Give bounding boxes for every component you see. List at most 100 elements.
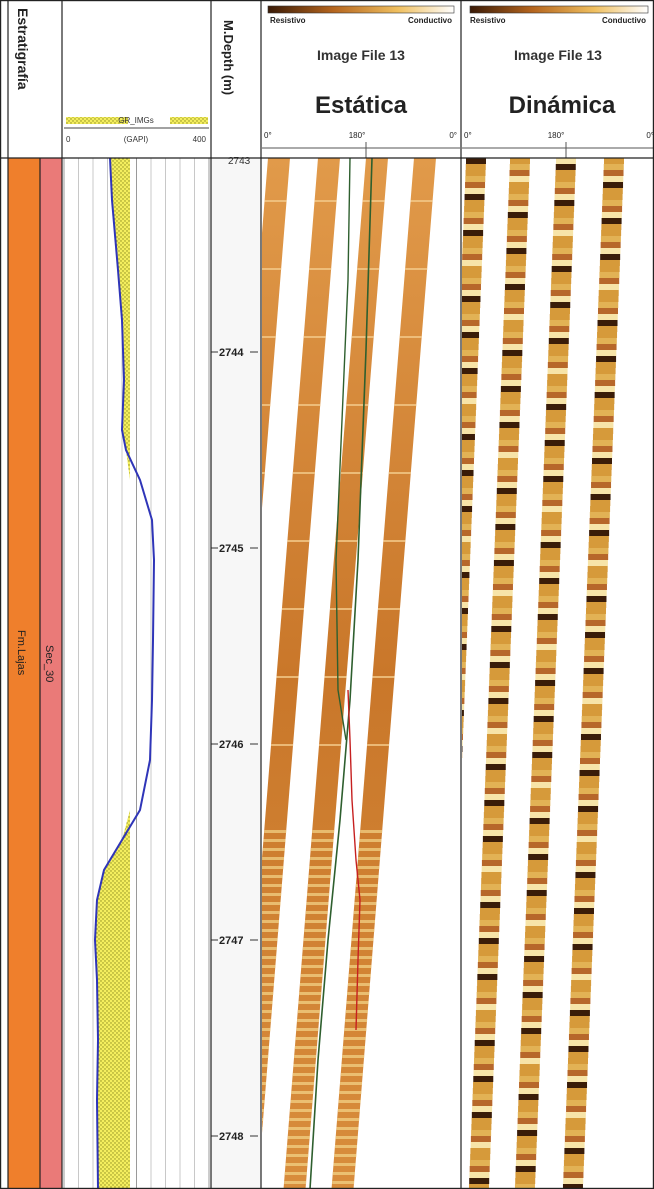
static-texture bbox=[358, 857, 381, 860]
static-texture bbox=[262, 1064, 268, 1067]
dynamic-texture bbox=[488, 686, 509, 692]
dynamic-texture bbox=[489, 668, 510, 674]
dynamic-texture bbox=[462, 296, 481, 302]
static-texture bbox=[262, 1055, 269, 1058]
static-texture bbox=[340, 472, 363, 474]
dynamic-texture bbox=[529, 818, 550, 824]
dynamic-texture bbox=[522, 1004, 543, 1010]
dynamic-texture bbox=[534, 686, 555, 692]
dynamic-texture bbox=[597, 326, 618, 332]
dynamic-texture bbox=[520, 1058, 540, 1064]
dynamic-texture bbox=[592, 440, 613, 446]
dynamic-texture bbox=[578, 800, 599, 806]
dynamic-texture bbox=[530, 806, 551, 812]
dynamic-texture bbox=[525, 920, 546, 926]
dynamic-texture bbox=[572, 944, 593, 950]
dynamic-texture bbox=[536, 650, 557, 656]
dynamic-texture bbox=[527, 866, 548, 872]
dynamic-texture bbox=[579, 776, 600, 782]
static-texture bbox=[262, 1091, 266, 1094]
dynamic-texture bbox=[576, 854, 597, 860]
dynamic-texture bbox=[542, 506, 563, 512]
dynamic-texture bbox=[535, 668, 556, 674]
static-texture bbox=[336, 1127, 359, 1130]
dynamic-texture bbox=[583, 668, 604, 674]
dynamic-texture bbox=[524, 944, 545, 950]
dynamic-scale-mid: 180° bbox=[548, 131, 565, 140]
static-texture bbox=[299, 992, 322, 995]
dynamic-texture bbox=[588, 536, 609, 542]
dynamic-texture bbox=[555, 170, 576, 176]
dynamic-texture bbox=[556, 158, 576, 164]
dynamic-texture bbox=[517, 1118, 538, 1124]
dynamic-texture bbox=[575, 866, 596, 872]
dynamic-texture bbox=[462, 716, 464, 722]
dynamic-texture bbox=[462, 602, 469, 608]
dynamic-texture bbox=[581, 710, 602, 716]
dynamic-texture bbox=[575, 872, 596, 878]
dynamic-texture bbox=[462, 740, 463, 746]
gr-curve-name: GR_IMGs bbox=[118, 116, 154, 125]
dynamic-texture bbox=[469, 1178, 490, 1184]
static-texture bbox=[262, 1010, 272, 1013]
dynamic-texture bbox=[474, 1052, 495, 1058]
dynamic-texture bbox=[584, 638, 605, 644]
dynamic-texture bbox=[536, 644, 557, 650]
dynamic-texture bbox=[481, 866, 502, 872]
dynamic-bar-left-label: Resistivo bbox=[470, 16, 506, 25]
dynamic-texture bbox=[505, 266, 526, 272]
static-texture bbox=[262, 1037, 270, 1040]
dynamic-texture bbox=[596, 338, 617, 344]
dynamic-texture bbox=[491, 620, 512, 626]
dynamic-texture bbox=[462, 278, 482, 284]
dynamic-texture bbox=[462, 236, 483, 242]
dynamic-texture bbox=[585, 614, 606, 620]
static-texture bbox=[367, 744, 390, 746]
dynamic-texture bbox=[462, 506, 473, 512]
dynamic-texture bbox=[493, 560, 514, 566]
static-texture bbox=[262, 938, 278, 941]
dynamic-texture bbox=[480, 890, 501, 896]
dynamic-texture bbox=[596, 350, 617, 356]
static-texture bbox=[262, 857, 285, 860]
dynamic-texture bbox=[548, 350, 569, 356]
dynamic-texture bbox=[462, 434, 475, 440]
dynamic-texture bbox=[472, 1100, 493, 1106]
static-texture bbox=[298, 404, 321, 406]
dynamic-texture bbox=[602, 188, 623, 194]
dynamic-texture bbox=[552, 236, 573, 242]
dynamic-texture bbox=[462, 704, 465, 710]
dynamic-texture bbox=[462, 362, 478, 368]
dynamic-texture bbox=[502, 356, 523, 362]
static-texture bbox=[262, 893, 282, 896]
static-texture bbox=[324, 676, 347, 678]
depth-label: 2746 bbox=[219, 739, 243, 751]
static-texture bbox=[262, 983, 274, 986]
dynamic-texture bbox=[470, 1142, 491, 1148]
dynamic-texture bbox=[554, 206, 575, 212]
dynamic-texture bbox=[515, 1172, 536, 1178]
dynamic-texture bbox=[462, 566, 470, 572]
dynamic-texture bbox=[462, 698, 465, 704]
dynamic-texture bbox=[501, 380, 522, 386]
dynamic-texture bbox=[551, 272, 572, 278]
dynamic-texture bbox=[544, 452, 565, 458]
dynamic-texture bbox=[580, 740, 601, 746]
dynamic-texture bbox=[582, 698, 603, 704]
dynamic-texture bbox=[509, 164, 530, 170]
dynamic-texture bbox=[474, 1058, 494, 1064]
dynamic-texture bbox=[570, 1004, 591, 1010]
dynamic-texture bbox=[577, 812, 598, 818]
dynamic-texture bbox=[584, 644, 605, 650]
dynamic-texture bbox=[564, 1148, 585, 1154]
static-file-label: Image File 13 bbox=[317, 47, 405, 63]
dynamic-texture bbox=[496, 488, 517, 494]
dynamic-texture bbox=[470, 1136, 491, 1142]
dynamic-texture bbox=[531, 776, 552, 782]
gr-legend-swatch-left bbox=[66, 117, 128, 124]
static-texture bbox=[333, 1163, 356, 1166]
dynamic-texture bbox=[528, 836, 549, 842]
dynamic-texture bbox=[542, 500, 563, 506]
dynamic-texture bbox=[492, 596, 513, 602]
static-scale-mid: 180° bbox=[349, 131, 366, 140]
